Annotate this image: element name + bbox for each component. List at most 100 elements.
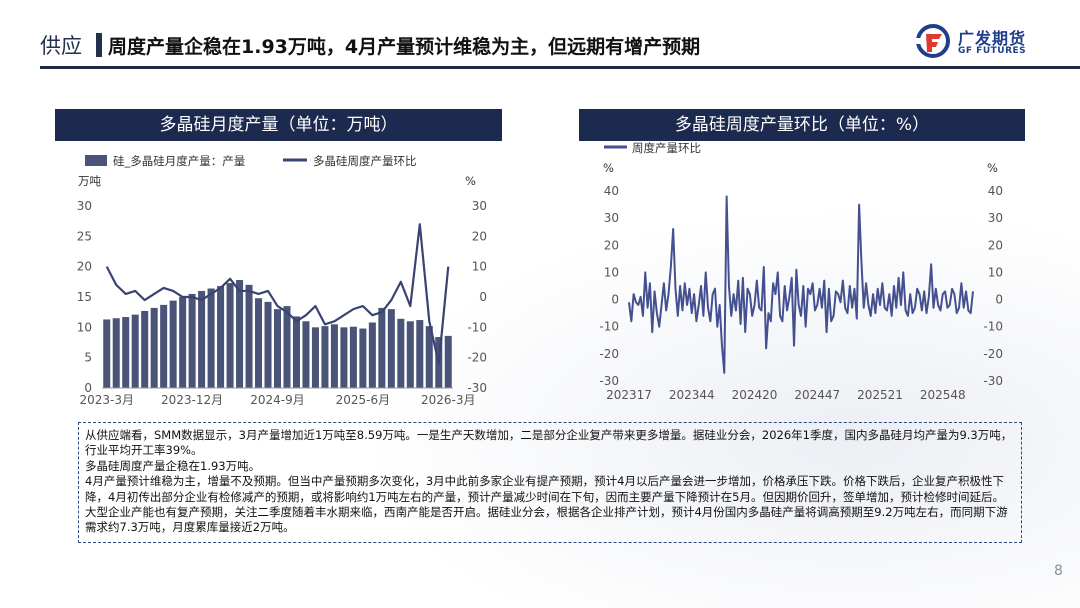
commentary-paragraph-2: 多晶硅周度产量企稳在1.93万吨。 — [85, 458, 261, 473]
y-tick-label: 25 — [77, 229, 92, 243]
bar — [236, 280, 244, 388]
right-axis-unit: % — [987, 161, 998, 175]
y2-tick-label: 20 — [472, 229, 487, 243]
left-axis-unit: % — [603, 161, 614, 175]
bar — [283, 306, 291, 388]
y-tick-label: 20 — [604, 238, 619, 252]
bar — [292, 316, 300, 388]
y2-tick-label: 20 — [988, 238, 1003, 252]
bar — [359, 328, 367, 388]
bar — [349, 326, 357, 388]
y-tick-label: -30 — [599, 374, 619, 388]
bar — [397, 318, 405, 388]
page-title: 周度产量企稳在1.93万吨，4月产量预计维稳为主，但远期有增产预期 — [108, 36, 701, 58]
commentary-paragraph-1: 从供应端看，SMM数据显示，3月产量增加近1万吨至8.59万吨。一是生产天数增加… — [85, 428, 1013, 458]
y2-tick-label: 0 — [995, 293, 1003, 307]
bar — [179, 297, 187, 388]
bar — [378, 307, 386, 388]
bar — [122, 317, 130, 388]
y-tick-label: 10 — [604, 265, 619, 279]
right-axis-unit: % — [465, 174, 476, 188]
y-tick-label: 15 — [77, 290, 92, 304]
x-tick-label: 202317 — [606, 388, 652, 402]
y-tick-label: 5 — [84, 351, 92, 365]
legend-label-line: 多晶硅周度产量环比 — [313, 154, 417, 168]
y-tick-label: 30 — [77, 199, 92, 213]
x-tick-label: 202344 — [669, 388, 715, 402]
left-axis-unit: 万吨 — [78, 174, 101, 188]
x-tick-label: 2026-3月 — [421, 393, 476, 407]
series-line-weekly-change — [628, 195, 974, 374]
y-tick-label: 30 — [604, 211, 619, 225]
y2-tick-label: -30 — [467, 381, 487, 395]
logo-text-en: GF FUTURES — [958, 46, 1027, 56]
bar — [150, 307, 158, 388]
y2-tick-label: 30 — [472, 199, 487, 213]
header: 供应 周度产量企稳在1.93万吨，4月产量预计维稳为主，但远期有增产预期 广发期… — [0, 0, 1080, 69]
bar — [207, 288, 215, 388]
bar — [160, 304, 168, 388]
page-number: 8 — [1054, 563, 1063, 579]
commentary-paragraph-3: 4月产量预计维稳为主，增量不及预期。但当中产量预期多次变化，3月中此前多家企业有… — [85, 474, 1008, 535]
y-tick-label: 0 — [611, 293, 619, 307]
bar — [245, 284, 253, 388]
logo-text-cn: 广发期货 — [958, 29, 1027, 48]
x-tick-label: 202548 — [920, 388, 966, 402]
bar — [273, 309, 282, 388]
y-tick-label: 0 — [84, 381, 92, 395]
bar — [340, 327, 348, 388]
header-divider — [40, 66, 1080, 69]
y2-tick-label: -10 — [467, 320, 487, 334]
legend-label-bar: 硅_多晶硅月度产量：产量 — [113, 154, 245, 168]
bar — [416, 320, 424, 388]
y2-tick-label: -20 — [467, 351, 487, 365]
bar — [112, 318, 120, 388]
y-tick-label: 10 — [77, 320, 92, 334]
bar — [311, 327, 319, 388]
left-chart-title: 多晶硅月度产量（单位：万吨） — [55, 109, 502, 141]
y2-tick-label: 10 — [472, 260, 487, 274]
background-wash — [320, 188, 1080, 608]
bar — [103, 319, 111, 388]
y2-tick-label: -30 — [983, 374, 1003, 388]
section-label: 供应 — [40, 34, 82, 58]
x-tick-label: 2025-6月 — [336, 393, 391, 407]
x-tick-label: 202447 — [794, 388, 840, 402]
bar — [217, 286, 225, 388]
legend-label-line: 周度产量环比 — [632, 141, 701, 155]
x-tick-label: 202521 — [857, 388, 903, 402]
bar — [264, 301, 272, 388]
company-logo: 广发期货 GF FUTURES — [916, 22, 1040, 62]
series-line-weekly-change — [105, 223, 450, 365]
bar — [321, 326, 329, 388]
x-tick-label: 2024-9月 — [250, 393, 305, 407]
y2-tick-label: -10 — [983, 320, 1003, 334]
gf-logo-icon — [916, 24, 950, 58]
bar — [255, 298, 263, 388]
legend-swatch-bar — [85, 155, 107, 166]
x-tick-label: 2023-12月 — [161, 393, 223, 407]
bar — [188, 293, 196, 388]
bar — [198, 290, 206, 388]
y2-tick-label: 0 — [479, 290, 487, 304]
bar — [387, 309, 395, 388]
y2-tick-label: 10 — [988, 265, 1003, 279]
y2-tick-label: -20 — [983, 347, 1003, 361]
bar — [406, 321, 414, 388]
bar — [425, 326, 433, 388]
x-tick-label: 202420 — [732, 388, 778, 402]
bar — [444, 335, 452, 388]
y2-tick-label: 30 — [988, 211, 1003, 225]
y-tick-label: -10 — [599, 320, 619, 334]
bar — [302, 321, 310, 388]
y-tick-label: -20 — [599, 347, 619, 361]
bar — [131, 314, 139, 388]
bar — [141, 310, 149, 388]
y-tick-label: 40 — [604, 184, 619, 198]
x-tick-label: 2023-3月 — [79, 393, 134, 407]
weekly-change-chart: 周度产量环比% % -30 -30 -20 -20 -10 -10 0 0 10 10 20 20 30 30… — [599, 141, 1003, 402]
y-tick-label: 20 — [77, 260, 92, 274]
bar — [169, 300, 177, 388]
commentary-box: 从供应端看，SMM数据显示，3月产量增加近1万吨至8.59万吨。一是生产天数增加… — [78, 422, 1022, 543]
